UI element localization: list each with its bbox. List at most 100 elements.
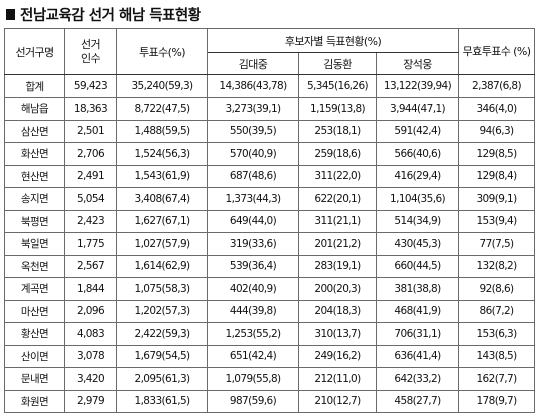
cell-candidate-1: 1,079(55,8)	[207, 367, 299, 391]
cell-candidate-2: 1,159(13,8)	[298, 97, 377, 121]
cell-candidate-3: 3,944(47,1)	[375, 97, 460, 121]
cell-voters: 4,083	[64, 322, 117, 346]
cell-invalid: 162(7,7)	[458, 367, 536, 391]
cell-region: 문내면	[4, 367, 65, 391]
cell-candidate-2: 204(18,3)	[298, 299, 377, 323]
cell-candidate-1: 1,253(55,2)	[207, 322, 299, 346]
cell-candidate-2: 311(21,1)	[298, 209, 377, 233]
cell-invalid: 86(7,2)	[458, 299, 536, 323]
cell-candidate-1: 651(42,4)	[207, 344, 299, 368]
cell-invalid: 153(6,3)	[458, 322, 536, 346]
cell-candidate-1: 550(39,5)	[207, 119, 299, 143]
cell-voters: 3,078	[64, 344, 117, 368]
table-row: 화산면 2,706 1,524(56,3) 570(40,9) 259(18,6) 566…	[4, 142, 536, 166]
header-votes: 투표수(%)	[116, 28, 208, 75]
cell-votes: 2,095(61,3)	[116, 367, 208, 391]
cell-votes: 1,614(62,9)	[116, 254, 208, 278]
cell-invalid: 77(7,5)	[458, 232, 536, 256]
header-candidate-2: 김동환	[298, 52, 377, 75]
cell-region: 화원면	[4, 389, 65, 413]
table-row: 문내면 3,420 2,095(61,3) 1,079(55,8) 212(11,0) 6…	[4, 367, 536, 391]
cell-candidate-3: 458(27,7)	[375, 389, 460, 413]
cell-votes: 1,075(58,3)	[116, 277, 208, 301]
cell-invalid: 309(9,1)	[458, 187, 536, 211]
header-invalid: 무효투표수 (%)	[458, 28, 536, 75]
header-voters-text: 선거 인수	[80, 37, 101, 65]
table-row: 옥천면 2,567 1,614(62,9) 539(36,4) 283(19,1) 660…	[4, 254, 536, 278]
cell-candidate-2: 249(16,2)	[298, 344, 377, 368]
square-bullet-icon	[6, 8, 15, 20]
cell-candidate-2: 201(21,2)	[298, 232, 377, 256]
cell-invalid: 153(9,4)	[458, 209, 536, 233]
cell-voters: 1,775	[64, 232, 117, 256]
cell-votes: 1,627(67,1)	[116, 209, 208, 233]
results-table: 선거구명 선거 인수 투표수(%) 후보자별 득표현황(%) 무효투표수 (%)…	[4, 28, 536, 413]
cell-candidate-3: 566(40,6)	[375, 142, 460, 166]
cell-candidate-3: 468(41,9)	[375, 299, 460, 323]
cell-candidate-2: 5,345(16,26)	[298, 74, 377, 98]
table-row: 현산면 2,491 1,543(61,9) 687(48,6) 311(22,0) 416…	[4, 164, 536, 188]
cell-candidate-1: 3,273(39,1)	[207, 97, 299, 121]
header-candidates-group: 후보자별 득표현황(%)	[206, 28, 460, 53]
table-row: 북평면 2,423 1,627(67,1) 649(44,0) 311(21,1) 514…	[4, 209, 536, 233]
cell-candidate-1: 319(33,6)	[207, 232, 299, 256]
cell-voters: 2,501	[64, 119, 117, 143]
cell-candidate-3: 13,122(39,94)	[375, 74, 460, 98]
cell-candidate-1: 649(44,0)	[207, 209, 299, 233]
cell-voters: 2,491	[64, 164, 117, 188]
cell-votes: 1,543(61,9)	[116, 164, 208, 188]
cell-candidate-3: 591(42,4)	[375, 119, 460, 143]
cell-region: 마산면	[4, 299, 65, 323]
cell-candidate-3: 381(38,8)	[375, 277, 460, 301]
cell-region: 북평면	[4, 209, 65, 233]
table-row: 송지면 5,054 3,408(67,4) 1,373(44,3) 622(20,1) 1…	[4, 187, 536, 211]
cell-candidate-3: 416(29,4)	[375, 164, 460, 188]
header-voters: 선거 인수	[64, 28, 117, 75]
cell-invalid: 132(8,2)	[458, 254, 536, 278]
cell-candidate-3: 642(33,2)	[375, 367, 460, 391]
table-row: 삼산면 2,501 1,488(59,5) 550(39,5) 253(18,1) 591…	[4, 119, 536, 143]
cell-voters: 3,420	[64, 367, 117, 391]
title-text: 전남교육감 선거 해남 득표현황	[20, 7, 201, 24]
cell-region: 해남읍	[4, 97, 65, 121]
cell-votes: 8,722(47,5)	[116, 97, 208, 121]
table-row: 해남읍 18,363 8,722(47,5) 3,273(39,1) 1,159(13,…	[4, 97, 536, 121]
table-header: 선거구명 선거 인수 투표수(%) 후보자별 득표현황(%) 무효투표수 (%)…	[4, 28, 536, 75]
cell-invalid: 2,387(6,8)	[458, 74, 536, 98]
cell-invalid: 129(8,4)	[458, 164, 536, 188]
cell-candidate-2: 200(20,3)	[298, 277, 377, 301]
cell-region: 합계	[4, 74, 65, 98]
cell-voters: 59,423	[64, 74, 117, 98]
cell-invalid: 92(8,6)	[458, 277, 536, 301]
cell-voters: 2,706	[64, 142, 117, 166]
table-row: 계곡면 1,844 1,075(58,3) 402(40,9) 200(20,3) 381…	[4, 277, 536, 301]
cell-candidate-2: 283(19,1)	[298, 254, 377, 278]
cell-voters: 2,567	[64, 254, 117, 278]
cell-votes: 3,408(67,4)	[116, 187, 208, 211]
cell-region: 화산면	[4, 142, 65, 166]
cell-voters: 2,423	[64, 209, 117, 233]
header-candidate-1: 김대중	[207, 52, 299, 75]
cell-candidate-1: 1,373(44,3)	[207, 187, 299, 211]
cell-candidate-1: 444(39,8)	[207, 299, 299, 323]
cell-candidate-3: 430(45,3)	[375, 232, 460, 256]
cell-candidate-3: 514(34,9)	[375, 209, 460, 233]
cell-region: 황산면	[4, 322, 65, 346]
cell-voters: 2,096	[64, 299, 117, 323]
cell-candidate-2: 311(22,0)	[298, 164, 377, 188]
cell-region: 옥천면	[4, 254, 65, 278]
cell-region: 송지면	[4, 187, 65, 211]
cell-invalid: 143(8,5)	[458, 344, 536, 368]
cell-candidate-2: 212(11,0)	[298, 367, 377, 391]
cell-votes: 1,524(56,3)	[116, 142, 208, 166]
header-region: 선거구명	[4, 28, 65, 75]
cell-candidate-2: 622(20,1)	[298, 187, 377, 211]
table-row: 합계 59,423 35,240(59,3) 14,386(43,78) 5,345(1…	[4, 74, 536, 98]
cell-votes: 1,833(61,5)	[116, 389, 208, 413]
cell-candidate-3: 636(41,4)	[375, 344, 460, 368]
cell-voters: 5,054	[64, 187, 117, 211]
table-body: 합계 59,423 35,240(59,3) 14,386(43,78) 5,345(1…	[4, 74, 536, 413]
cell-votes: 1,027(57,9)	[116, 232, 208, 256]
cell-candidate-2: 210(12,7)	[298, 389, 377, 413]
cell-candidate-3: 660(44,5)	[375, 254, 460, 278]
